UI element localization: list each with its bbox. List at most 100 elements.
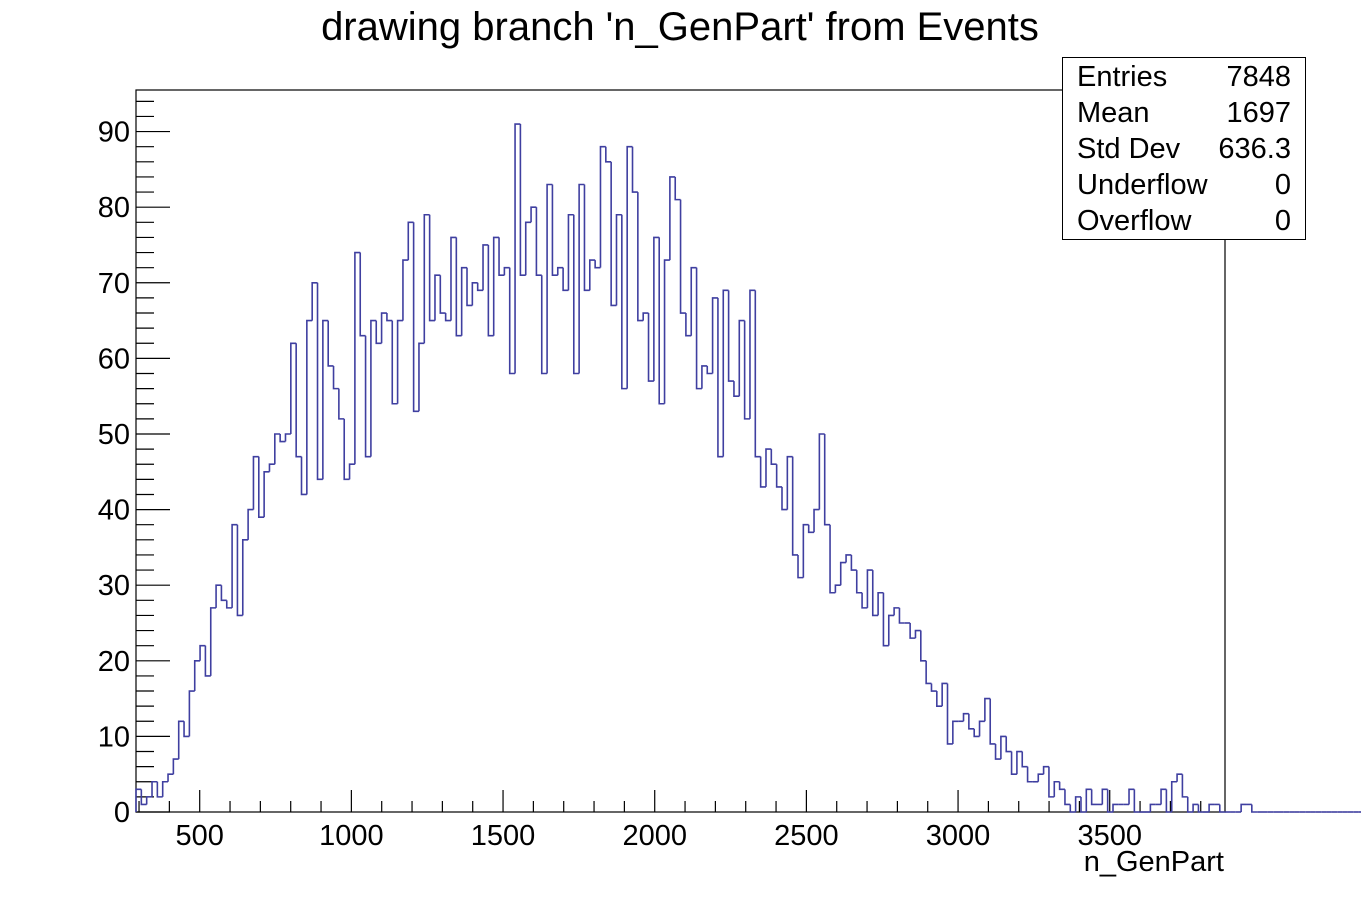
plot-frame [135,89,1226,813]
histogram-bin [877,591,884,616]
histogram-bin [658,237,665,405]
histogram-bin [322,319,329,480]
y-tick-label: 90 [98,117,130,149]
histogram-bin [765,448,772,487]
histogram-bin [743,320,750,420]
histogram-bin [161,780,169,797]
histogram-bin [637,192,644,322]
histogram-bin [177,720,185,760]
stats-label: Mean [1077,97,1150,129]
histogram-bin [530,206,537,223]
histogram-bin [455,237,462,337]
stats-row: Std Dev 636.3 [1077,131,1291,167]
histogram-bin [1053,780,1060,797]
x-tick-label: 1000 [319,820,384,852]
histogram-bin [898,607,905,624]
histogram-bin [1037,773,1044,782]
histogram-bin [135,788,142,812]
histogram-bin [370,319,377,457]
histogram-bin [690,266,697,336]
histogram-bin [402,259,409,321]
histogram-bin [962,712,969,722]
stats-value: 1697 [1226,97,1291,129]
histogram-bin [850,554,857,571]
stats-box: Entries 7848 Mean 1697 Std Dev 636.3 Underflow… [1062,57,1306,240]
y-tick-label: 30 [98,570,130,602]
histogram-bin [722,289,729,457]
histogram-bin [316,282,323,481]
histogram-bin [1106,789,1114,813]
x-tick-label: 2000 [622,820,687,852]
histogram-bin [1101,788,1108,805]
histogram-bin [284,433,291,442]
histogram-bin [247,508,254,540]
histogram-bin [257,456,265,518]
histogram-bin [1016,750,1023,775]
histogram-bin [252,455,259,510]
histogram-bin [813,508,820,533]
y-tick-label: 20 [98,646,130,678]
histogram-bin [1058,781,1065,791]
histogram-bin [551,184,558,277]
histogram-bin [871,570,879,617]
histogram-bin [914,629,921,639]
histogram-bin [1080,796,1087,813]
y-tick-label: 60 [98,343,130,375]
stats-value: 636.3 [1218,133,1291,165]
histogram-bin [583,184,590,292]
histogram-bin [1085,788,1092,812]
histogram-bin [231,523,238,608]
histogram-bin [354,251,361,465]
histogram-bin [946,683,953,745]
histogram-bin [1064,789,1071,806]
histogram-bin [546,183,553,374]
histogram-bin [845,554,852,563]
histogram-bin [733,381,740,397]
histogram-bin [503,266,510,276]
histogram-bin [797,554,804,579]
histogram-bin [204,645,211,677]
y-tick-label: 50 [98,419,130,451]
histogram-bin [968,713,975,730]
histogram-bin [631,146,638,193]
histogram-bin [508,267,516,375]
histogram-bin [295,343,302,458]
histogram-bin [818,433,825,510]
histogram-bin [1090,789,1097,806]
histogram-bin [1165,789,1172,813]
histogram-bin [386,313,393,322]
histogram-bin [199,644,206,661]
histogram-bin [209,607,217,676]
histogram-bin [781,486,788,511]
histogram-bin [215,584,222,608]
histogram-bin [140,789,147,806]
histogram-bin [364,335,371,458]
histogram-bin [1181,774,1188,798]
y-tick-label: 0 [114,797,130,829]
histogram-bin [1021,751,1028,768]
histogram-bin [572,214,580,375]
histogram-bin [306,319,313,495]
histogram-bin [1192,803,1199,812]
histogram-bin [711,297,718,374]
stats-value: 7848 [1226,61,1291,93]
stats-row: Mean 1697 [1077,95,1291,131]
histogram-bin [359,252,366,337]
histogram-bin [145,796,153,805]
histogram-bin [220,585,227,602]
histogram-bin [994,743,1001,760]
histogram-bin [279,433,286,443]
histogram-bin [327,320,334,367]
x-tick-label: 1500 [471,820,536,852]
histogram-bin [482,244,489,291]
stats-value: 0 [1274,205,1291,237]
histogram-bin [1218,804,1226,813]
histogram-bin [471,281,478,306]
histogram-bin [1128,788,1135,805]
histogram-bin [1251,804,1258,813]
histogram-bin [524,221,532,276]
chart-title: drawing branch 'n_GenPart' from Events [321,5,1039,49]
histogram-bin [332,365,339,390]
histogram-bin [642,312,649,321]
